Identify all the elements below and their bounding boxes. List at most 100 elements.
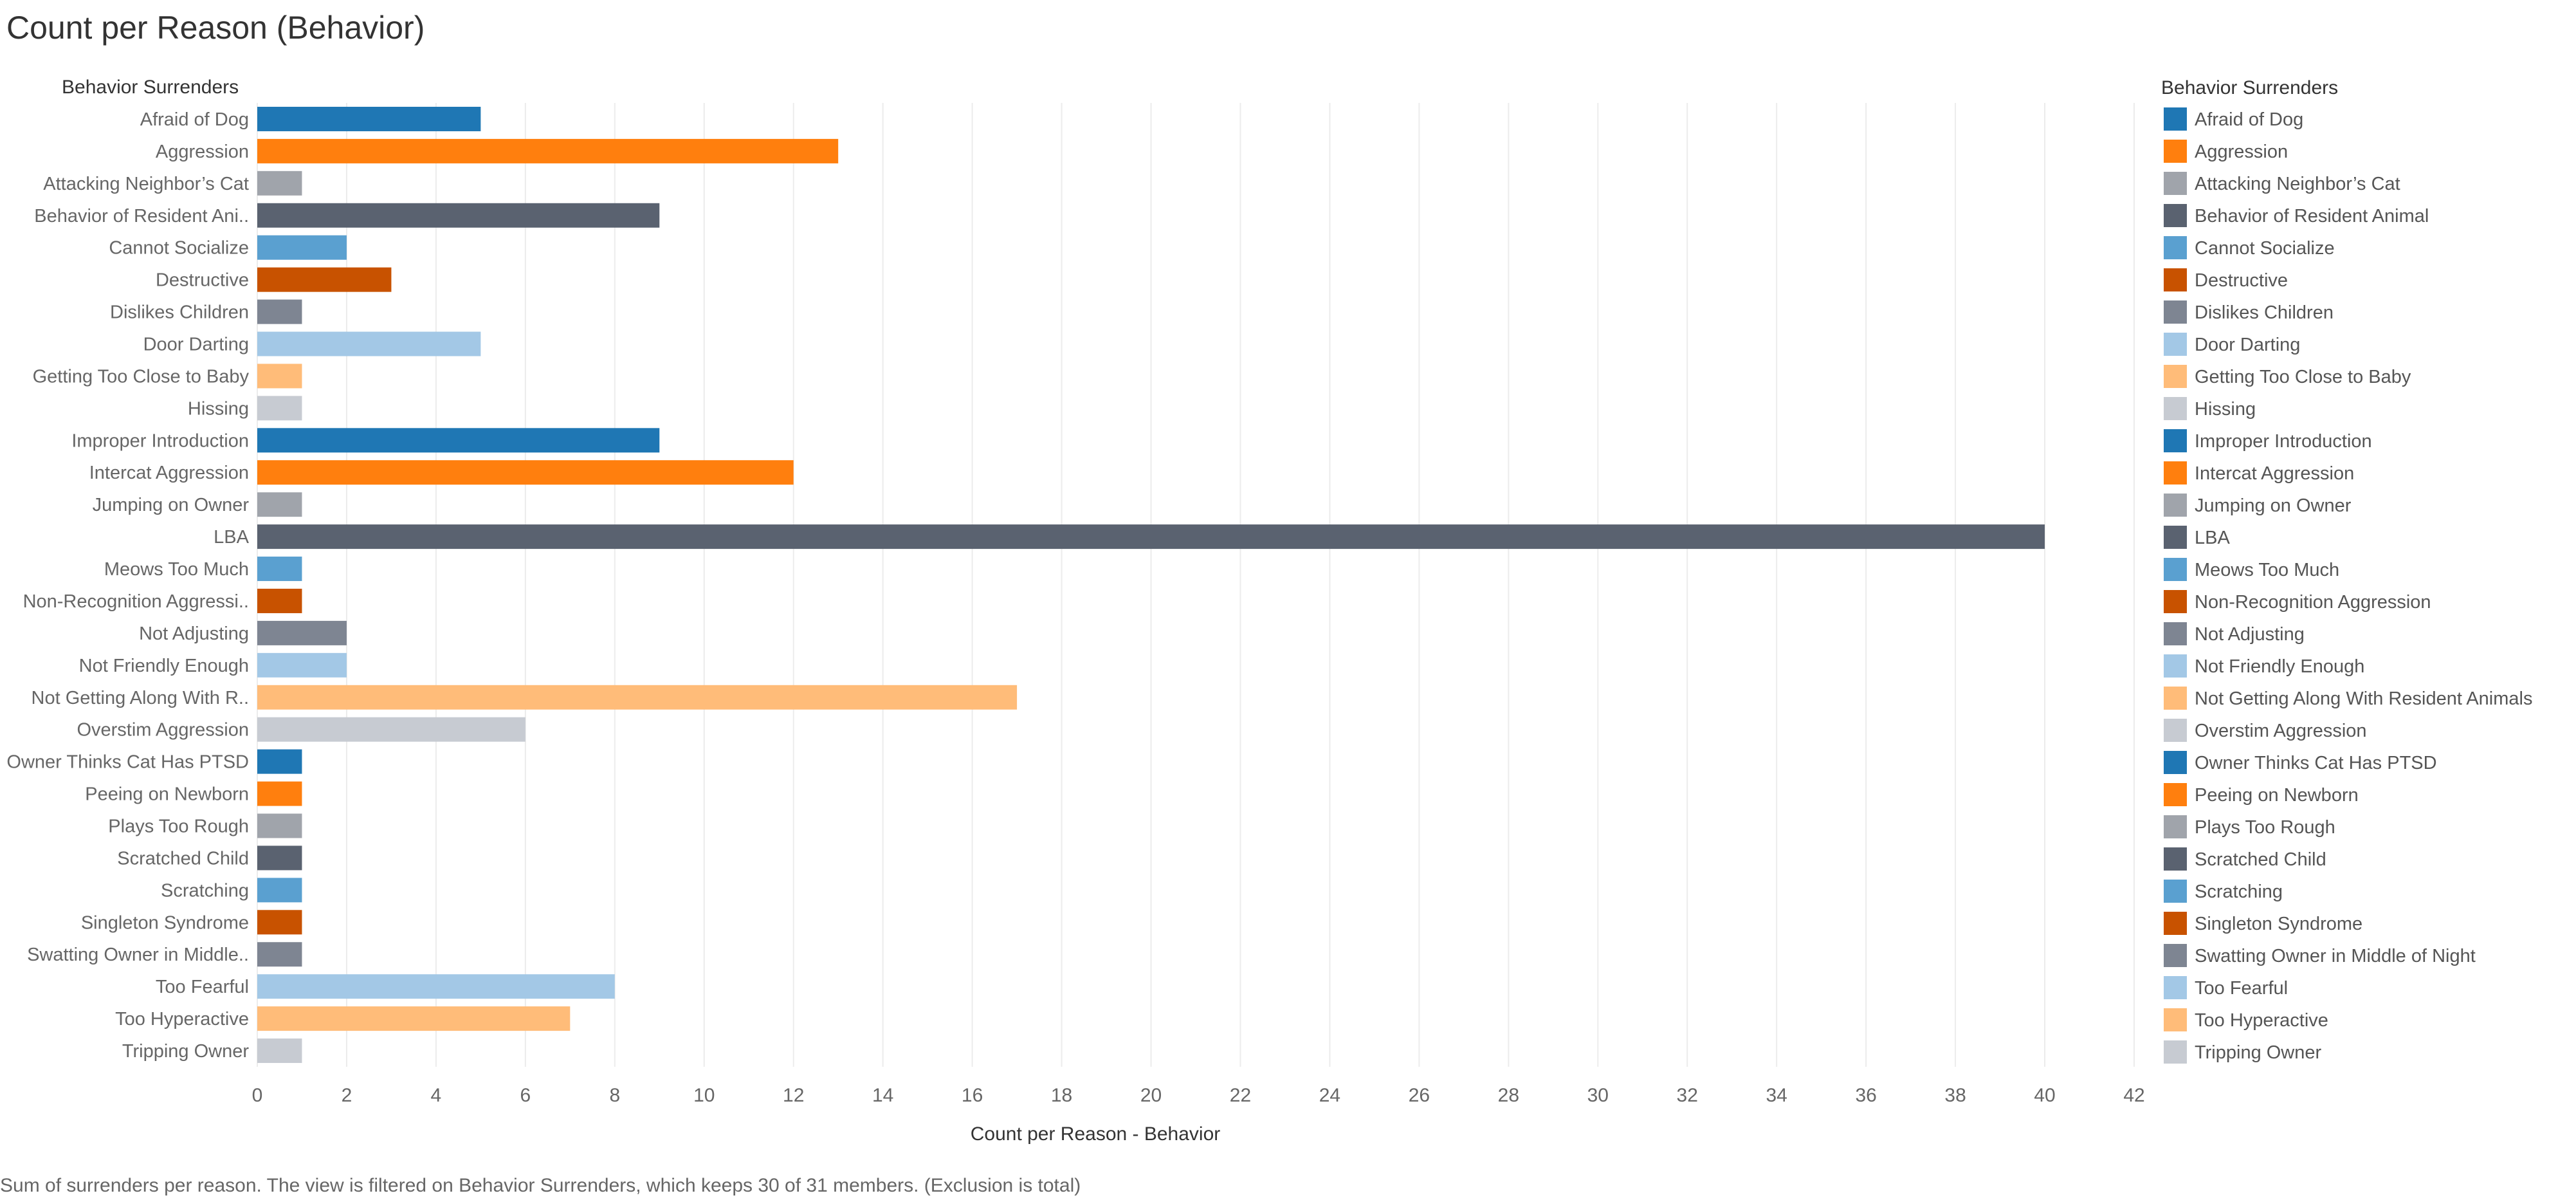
legend-swatch[interactable]: [2164, 204, 2187, 227]
legend-swatch[interactable]: [2164, 365, 2187, 388]
legend-swatch[interactable]: [2164, 429, 2187, 452]
legend-label[interactable]: Overstim Aggression: [2195, 721, 2367, 741]
bar[interactable]: [257, 267, 392, 292]
bar[interactable]: [257, 235, 347, 260]
category-label: LBA: [214, 527, 249, 548]
bar[interactable]: [257, 396, 302, 421]
bar[interactable]: [257, 1038, 302, 1064]
bar[interactable]: [257, 106, 481, 131]
legend-label[interactable]: Intercat Aggression: [2195, 463, 2354, 484]
bar[interactable]: [257, 1006, 571, 1031]
legend-label[interactable]: Jumping on Owner: [2195, 495, 2352, 516]
x-tick-label: 12: [783, 1085, 804, 1106]
legend-swatch[interactable]: [2164, 976, 2187, 999]
legend-label[interactable]: Dislikes Children: [2195, 302, 2334, 323]
legend-swatch[interactable]: [2164, 333, 2187, 356]
legend-swatch[interactable]: [2164, 172, 2187, 195]
legend-label[interactable]: Not Adjusting: [2195, 624, 2305, 645]
legend-swatch[interactable]: [2164, 1040, 2187, 1064]
legend-swatch[interactable]: [2164, 236, 2187, 259]
legend-swatch[interactable]: [2164, 590, 2187, 613]
bar[interactable]: [257, 492, 302, 517]
bar[interactable]: [257, 460, 794, 485]
bar[interactable]: [257, 364, 302, 389]
legend-label[interactable]: Behavior of Resident Animal: [2195, 206, 2429, 226]
legend-swatch[interactable]: [2164, 687, 2187, 710]
legend-label[interactable]: Too Hyperactive: [2195, 1010, 2328, 1031]
legend[interactable]: Afraid of Dog Aggression Attacking Neighbo…: [2164, 107, 2532, 1064]
legend-label[interactable]: Scratched Child: [2195, 849, 2326, 870]
bar[interactable]: [257, 588, 302, 613]
legend-swatch[interactable]: [2164, 783, 2187, 806]
legend-label[interactable]: LBA: [2195, 528, 2230, 548]
bar[interactable]: [257, 138, 839, 163]
x-tick-label: 42: [2123, 1085, 2144, 1106]
legend-swatch[interactable]: [2164, 880, 2187, 903]
bar[interactable]: [257, 171, 302, 196]
legend-swatch[interactable]: [2164, 494, 2187, 517]
legend-label[interactable]: Plays Too Rough: [2195, 817, 2335, 838]
legend-label[interactable]: Non-Recognition Aggression: [2195, 592, 2431, 613]
legend-swatch[interactable]: [2164, 815, 2187, 838]
bar[interactable]: [257, 781, 302, 806]
legend-swatch[interactable]: [2164, 654, 2187, 678]
legend-label[interactable]: Swatting Owner in Middle of Night: [2195, 946, 2476, 966]
bar[interactable]: [257, 299, 302, 324]
legend-label[interactable]: Improper Introduction: [2195, 431, 2372, 452]
legend-label[interactable]: Getting Too Close to Baby: [2195, 367, 2411, 387]
legend-label[interactable]: Scratching: [2195, 882, 2283, 902]
bar[interactable]: [257, 685, 1018, 710]
bar[interactable]: [257, 813, 302, 838]
legend-label[interactable]: Tripping Owner: [2195, 1042, 2322, 1063]
bar[interactable]: [257, 717, 525, 742]
legend-swatch[interactable]: [2164, 300, 2187, 324]
bar[interactable]: [257, 331, 481, 356]
bar[interactable]: [257, 524, 2045, 549]
legend-label[interactable]: Not Getting Along With Resident Animals: [2195, 688, 2532, 709]
legend-label[interactable]: Door Darting: [2195, 335, 2300, 355]
bar[interactable]: [257, 620, 347, 645]
legend-swatch[interactable]: [2164, 268, 2187, 291]
legend-label[interactable]: Hissing: [2195, 399, 2256, 420]
bar[interactable]: [257, 974, 615, 999]
legend-label[interactable]: Owner Thinks Cat Has PTSD: [2195, 753, 2437, 773]
legend-label[interactable]: Too Fearful: [2195, 978, 2288, 999]
bar[interactable]: [257, 652, 347, 678]
legend-swatch[interactable]: [2164, 1008, 2187, 1031]
bar[interactable]: [257, 878, 302, 903]
x-tick-label: 2: [342, 1085, 352, 1106]
legend-label[interactable]: Singleton Syndrome: [2195, 914, 2362, 934]
bar[interactable]: [257, 845, 302, 871]
bar[interactable]: [257, 942, 302, 967]
bar[interactable]: [257, 428, 660, 453]
legend-swatch[interactable]: [2164, 140, 2187, 163]
legend-swatch[interactable]: [2164, 944, 2187, 967]
legend-label[interactable]: Cannot Socialize: [2195, 238, 2335, 259]
bar[interactable]: [257, 557, 302, 582]
category-label: Getting Too Close to Baby: [33, 366, 250, 387]
bar[interactable]: [257, 749, 302, 774]
legend-label[interactable]: Meows Too Much: [2195, 560, 2339, 580]
x-axis-ticks: 0 2 4 6 8 10 12 14 16 18 20 22 24 26 28 30 32 34 36 38 40 42: [252, 1085, 2145, 1106]
legend-label[interactable]: Aggression: [2195, 142, 2288, 162]
legend-label[interactable]: Peeing on Newborn: [2195, 785, 2359, 806]
legend-swatch[interactable]: [2164, 912, 2187, 935]
legend-swatch[interactable]: [2164, 751, 2187, 774]
legend-swatch[interactable]: [2164, 847, 2187, 871]
x-tick-label: 24: [1319, 1085, 1340, 1106]
bar[interactable]: [257, 203, 660, 228]
bar[interactable]: [257, 910, 302, 935]
legend-label[interactable]: Destructive: [2195, 270, 2288, 291]
legend-swatch[interactable]: [2164, 622, 2187, 645]
legend-label[interactable]: Afraid of Dog: [2195, 109, 2303, 130]
category-label: Scratched Child: [117, 848, 249, 869]
legend-swatch[interactable]: [2164, 397, 2187, 420]
legend-label[interactable]: Not Friendly Enough: [2195, 656, 2364, 677]
legend-swatch[interactable]: [2164, 107, 2187, 131]
legend-swatch[interactable]: [2164, 461, 2187, 485]
legend-label[interactable]: Attacking Neighbor’s Cat: [2195, 174, 2400, 194]
legend-swatch[interactable]: [2164, 526, 2187, 549]
legend-swatch[interactable]: [2164, 719, 2187, 742]
category-label: Too Fearful: [156, 977, 249, 997]
legend-swatch[interactable]: [2164, 558, 2187, 581]
